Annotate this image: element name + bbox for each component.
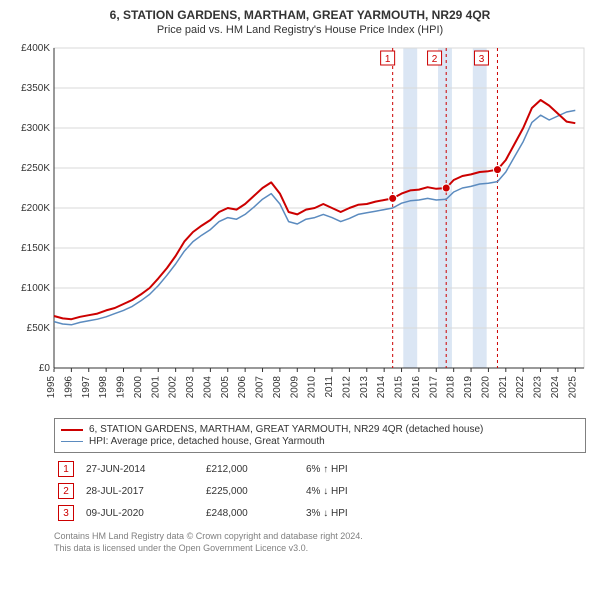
svg-text:3: 3 bbox=[479, 54, 485, 65]
svg-text:£50K: £50K bbox=[27, 323, 51, 334]
svg-text:2005: 2005 bbox=[220, 376, 231, 399]
svg-text:2010: 2010 bbox=[307, 376, 318, 399]
svg-text:1999: 1999 bbox=[116, 376, 127, 399]
svg-text:2019: 2019 bbox=[463, 376, 474, 399]
transaction-delta: 6% ↑ HPI bbox=[306, 464, 406, 475]
transaction-date: 28-JUL-2017 bbox=[86, 486, 206, 497]
chart-svg: £0 £50K £100K £150K £200K £250K £300K £350K £400… bbox=[10, 42, 590, 412]
chart-area: £0 £50K £100K £150K £200K £250K £300K £350K £400… bbox=[10, 42, 590, 412]
svg-text:£250K: £250K bbox=[21, 163, 50, 174]
transaction-marker: 1 bbox=[58, 461, 74, 477]
transaction-price: £225,000 bbox=[206, 486, 306, 497]
transaction-marker: 3 bbox=[58, 505, 74, 521]
legend-box: 6, STATION GARDENS, MARTHAM, GREAT YARMO… bbox=[54, 418, 586, 453]
attribution-line: This data is licensed under the Open Gov… bbox=[54, 543, 586, 555]
legend-swatch bbox=[61, 441, 83, 442]
svg-text:2002: 2002 bbox=[168, 376, 179, 399]
attribution: Contains HM Land Registry data © Crown c… bbox=[54, 531, 586, 554]
svg-text:2011: 2011 bbox=[324, 376, 335, 398]
transactions-box: 1 27-JUN-2014£212,0006% ↑ HPI 2 28-JUL-2017… bbox=[54, 459, 586, 527]
svg-text:2022: 2022 bbox=[515, 376, 526, 399]
svg-text:£100K: £100K bbox=[21, 283, 50, 294]
attribution-line: Contains HM Land Registry data © Crown c… bbox=[54, 531, 586, 543]
svg-text:2024: 2024 bbox=[550, 376, 561, 399]
svg-text:2008: 2008 bbox=[272, 376, 283, 399]
svg-text:£300K: £300K bbox=[21, 123, 50, 134]
svg-text:2021: 2021 bbox=[498, 376, 509, 399]
svg-text:2020: 2020 bbox=[480, 376, 491, 399]
svg-text:1995: 1995 bbox=[46, 376, 57, 399]
svg-text:2025: 2025 bbox=[567, 376, 578, 399]
svg-text:2001: 2001 bbox=[150, 376, 161, 399]
svg-text:2003: 2003 bbox=[185, 376, 196, 399]
svg-text:£0: £0 bbox=[39, 363, 51, 374]
svg-text:1: 1 bbox=[385, 54, 391, 65]
legend-row: HPI: Average price, detached house, Grea… bbox=[61, 436, 579, 447]
svg-text:£400K: £400K bbox=[21, 43, 50, 54]
svg-text:2018: 2018 bbox=[446, 376, 457, 399]
svg-text:£200K: £200K bbox=[21, 203, 50, 214]
transaction-price: £248,000 bbox=[206, 508, 306, 519]
svg-text:2009: 2009 bbox=[289, 376, 300, 399]
transaction-date: 27-JUN-2014 bbox=[86, 464, 206, 475]
svg-text:1997: 1997 bbox=[81, 376, 92, 399]
svg-text:1998: 1998 bbox=[98, 376, 109, 399]
svg-text:2: 2 bbox=[432, 54, 438, 65]
transaction-marker: 2 bbox=[58, 483, 74, 499]
svg-text:1996: 1996 bbox=[63, 376, 74, 399]
legend-label: 6, STATION GARDENS, MARTHAM, GREAT YARMO… bbox=[89, 424, 483, 435]
svg-text:2016: 2016 bbox=[411, 376, 422, 399]
chart-subtitle: Price paid vs. HM Land Registry's House … bbox=[10, 24, 590, 36]
transaction-delta: 3% ↓ HPI bbox=[306, 508, 406, 519]
legend-swatch bbox=[61, 429, 83, 431]
legend-row: 6, STATION GARDENS, MARTHAM, GREAT YARMO… bbox=[61, 424, 579, 435]
transaction-date: 09-JUL-2020 bbox=[86, 508, 206, 519]
svg-text:2000: 2000 bbox=[133, 376, 144, 399]
svg-text:2004: 2004 bbox=[202, 376, 213, 399]
transaction-delta: 4% ↓ HPI bbox=[306, 486, 406, 497]
svg-text:2006: 2006 bbox=[237, 376, 248, 399]
svg-text:2012: 2012 bbox=[341, 376, 352, 399]
legend-label: HPI: Average price, detached house, Grea… bbox=[89, 436, 325, 447]
svg-text:2014: 2014 bbox=[376, 376, 387, 399]
transaction-price: £212,000 bbox=[206, 464, 306, 475]
svg-text:2017: 2017 bbox=[428, 376, 439, 399]
chart-title: 6, STATION GARDENS, MARTHAM, GREAT YARMO… bbox=[10, 8, 590, 22]
svg-text:2015: 2015 bbox=[394, 376, 405, 399]
svg-text:£150K: £150K bbox=[21, 243, 50, 254]
svg-text:2007: 2007 bbox=[255, 376, 266, 399]
svg-text:2023: 2023 bbox=[533, 376, 544, 399]
svg-text:2013: 2013 bbox=[359, 376, 370, 399]
svg-text:£350K: £350K bbox=[21, 83, 50, 94]
